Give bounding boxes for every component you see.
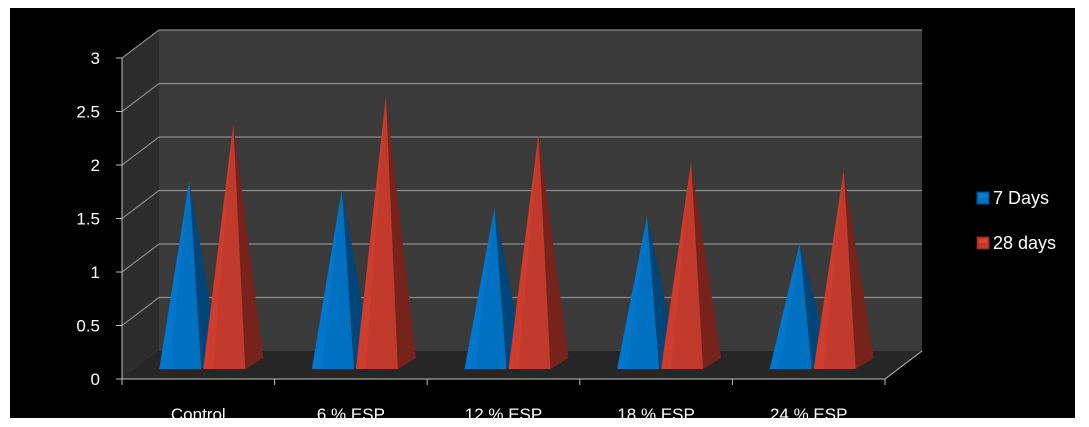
legend-label: 7 Days — [993, 188, 1049, 208]
y-tick-label: 0 — [91, 370, 100, 389]
y-tick-label: 1.5 — [76, 210, 100, 229]
x-category-label: 24 % ESP — [770, 405, 848, 424]
x-axis-depth-line — [884, 350, 923, 380]
pyramid-highlight — [617, 216, 648, 369]
legend-swatch-gloss — [979, 194, 987, 198]
gridline-side — [121, 29, 160, 59]
y-tick-label: 0.5 — [76, 317, 100, 336]
pyramid-highlight — [769, 243, 800, 369]
pyramid-side-face — [233, 124, 264, 369]
gridline-side — [121, 136, 160, 166]
pyramid-highlight — [311, 189, 342, 369]
y-tick-label: 3 — [91, 49, 100, 68]
pyramid-side-face — [843, 170, 874, 369]
pyramid-side-face — [385, 96, 416, 370]
x-category-label: 18 % ESP — [617, 405, 695, 424]
gridline-side — [121, 83, 160, 112]
pyramid-highlight — [813, 170, 844, 369]
x-category-label: 6 % ESP — [317, 405, 385, 424]
y-tick-label: 2 — [91, 156, 100, 175]
pyramid-highlight — [508, 133, 539, 369]
x-category-label: 12 % ESP — [465, 405, 543, 424]
gridline-side — [121, 190, 160, 219]
y-tick-label: 2.5 — [76, 103, 100, 122]
pyramid-side-face — [691, 161, 722, 369]
pyramid-highlight — [661, 161, 692, 369]
pyramid-highlight — [203, 124, 234, 369]
x-category-label: Control — [171, 405, 226, 424]
pyramid-highlight — [159, 181, 190, 369]
legend-label: 28 days — [993, 233, 1056, 253]
gridline-side — [121, 243, 160, 273]
y-tick-label: 1 — [91, 263, 100, 282]
legend-swatch-gloss — [979, 239, 987, 243]
pyramid-highlight — [464, 207, 495, 369]
gridline-side — [121, 297, 160, 326]
pyramid-highlight — [355, 96, 386, 370]
pyramid-side-face — [538, 133, 569, 369]
